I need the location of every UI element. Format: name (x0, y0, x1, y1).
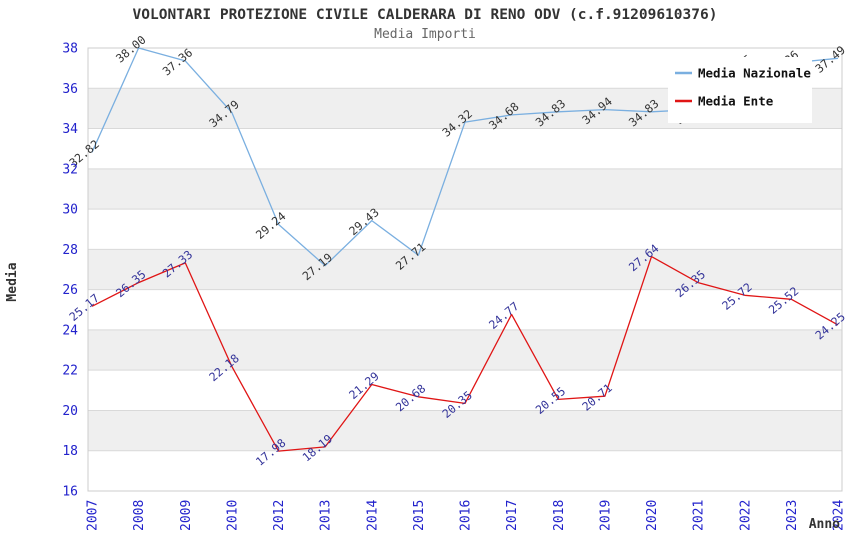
chart-subtitle: Media Importi (374, 27, 476, 42)
x-tick-label: 2016 (459, 500, 474, 531)
y-tick-label: 26 (62, 283, 78, 298)
y-tick-label: 30 (62, 203, 78, 218)
x-tick-label: 2021 (692, 500, 707, 531)
x-tick-label: 2020 (645, 500, 660, 531)
y-band (88, 128, 842, 169)
x-tick-label: 2018 (552, 500, 567, 531)
x-axis-title: Anno (809, 517, 840, 532)
y-tick-label: 28 (62, 243, 78, 258)
plot-border (87, 47, 843, 492)
y-tick-label: 22 (62, 364, 78, 379)
y-band (88, 289, 842, 330)
y-axis-title: Media (5, 262, 20, 301)
y-tick-label: 34 (62, 122, 78, 137)
legend-box (668, 57, 812, 123)
y-tick-label: 32 (62, 162, 78, 177)
legend-label-media-nazionale: Media Nazionale (698, 66, 811, 81)
series-line-media-ente (91, 255, 839, 452)
y-band (88, 168, 842, 210)
y-tick-label: 38 (62, 42, 78, 57)
x-axis-ticks: 2007 2008 2009 2010 2012 2013 2014 2015 2016 2017… (86, 500, 847, 531)
legend-label-media-ente: Media Ente (698, 94, 774, 109)
y-tick-label: 36 (62, 82, 78, 97)
x-tick-label: 2010 (225, 500, 240, 531)
x-tick-label: 2023 (785, 500, 800, 531)
x-tick-label: 2013 (319, 500, 334, 531)
x-tick-label: 2014 (365, 500, 380, 531)
x-tick-label: 2007 (86, 500, 101, 531)
x-tick-label: 2024 (832, 500, 847, 531)
y-axis-ticks: 16 18 20 22 24 26 28 30 32 34 36 38 (62, 42, 78, 500)
y-band (88, 249, 842, 290)
y-tick-label: 20 (62, 404, 78, 419)
y-band (88, 329, 842, 371)
x-tick-label: 2019 (598, 500, 613, 531)
y-tick-label: 18 (62, 444, 78, 459)
y-band (88, 209, 842, 250)
plot-bands (88, 48, 842, 491)
x-tick-label: 2017 (505, 500, 520, 531)
chart-title: VOLONTARI PROTEZIONE CIVILE CALDERARA DI… (132, 7, 718, 23)
y-band (88, 410, 842, 451)
x-tick-label: 2008 (132, 500, 147, 531)
x-tick-label: 2015 (412, 500, 427, 531)
x-tick-label: 2012 (272, 500, 287, 531)
y-band (88, 450, 842, 491)
y-tick-label: 16 (62, 485, 78, 500)
legend: Media Nazionale Media Ente (668, 57, 812, 123)
x-tick-label: 2009 (179, 500, 194, 531)
y-tick-label: 24 (62, 323, 78, 338)
x-tick-label: 2022 (738, 500, 753, 531)
